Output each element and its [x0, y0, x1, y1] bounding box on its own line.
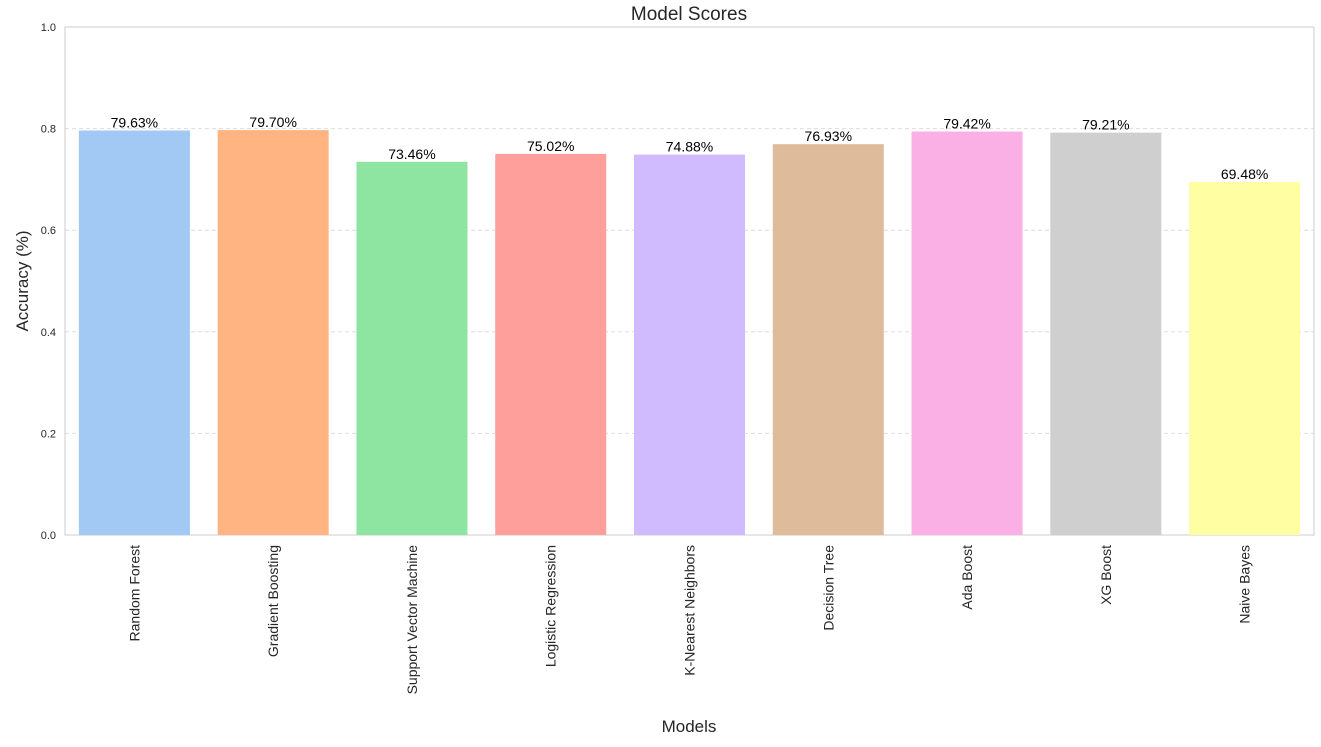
bar: [772, 144, 884, 535]
y-tick-label: 0.4: [41, 327, 56, 339]
y-tick-label: 0.0: [41, 530, 56, 542]
x-axis-label: Models: [662, 717, 717, 736]
bars: [78, 130, 1301, 536]
bar-value-label: 79.70%: [249, 114, 296, 130]
x-tick-label: K-Nearest Neighbors: [682, 545, 698, 676]
y-tick-label: 0.8: [41, 124, 56, 136]
x-tick-label: Support Vector Machine: [404, 545, 420, 695]
x-tick-label: Decision Tree: [820, 545, 836, 631]
bar: [1189, 182, 1301, 535]
bar-value-label: 79.42%: [943, 116, 990, 132]
x-axis-ticks: Random Forest Gradient Boosting Support Ve…: [126, 545, 1252, 695]
bar-value-label: 76.93%: [805, 128, 852, 144]
bar: [78, 130, 190, 535]
bar: [633, 154, 746, 535]
x-tick-label: Ada Boost: [959, 545, 975, 610]
bar: [495, 153, 607, 535]
bar-value-labels: 79.63% 79.70% 73.46% 75.02% 74.88% 76.93% 79.4…: [111, 114, 1269, 182]
bar-value-label: 74.88%: [666, 139, 713, 155]
bar: [356, 161, 468, 536]
y-axis-ticks: 0.0 0.2 0.4 0.6 0.8 1.0: [41, 22, 56, 542]
bar-value-label: 75.02%: [527, 138, 574, 154]
y-tick-label: 1.0: [41, 22, 56, 34]
y-tick-label: 0.6: [41, 225, 56, 237]
x-tick-label: Naive Bayes: [1237, 545, 1253, 624]
chart-title: Model Scores: [631, 4, 747, 25]
y-tick-label: 0.2: [41, 428, 56, 440]
bar: [1050, 132, 1162, 535]
x-tick-label: XG Boost: [1098, 545, 1114, 605]
x-tick-label: Gradient Boosting: [265, 545, 281, 657]
bar: [217, 130, 329, 535]
bar-value-label: 79.21%: [1082, 117, 1129, 133]
bar-value-label: 69.48%: [1221, 166, 1268, 182]
y-axis-label: Accuracy (%): [13, 230, 32, 331]
bar-value-label: 79.63%: [111, 114, 158, 130]
x-tick-label: Random Forest: [126, 545, 142, 642]
bar: [911, 131, 1023, 536]
bar-value-label: 73.46%: [388, 146, 435, 162]
x-tick-label: Logistic Regression: [543, 545, 559, 667]
